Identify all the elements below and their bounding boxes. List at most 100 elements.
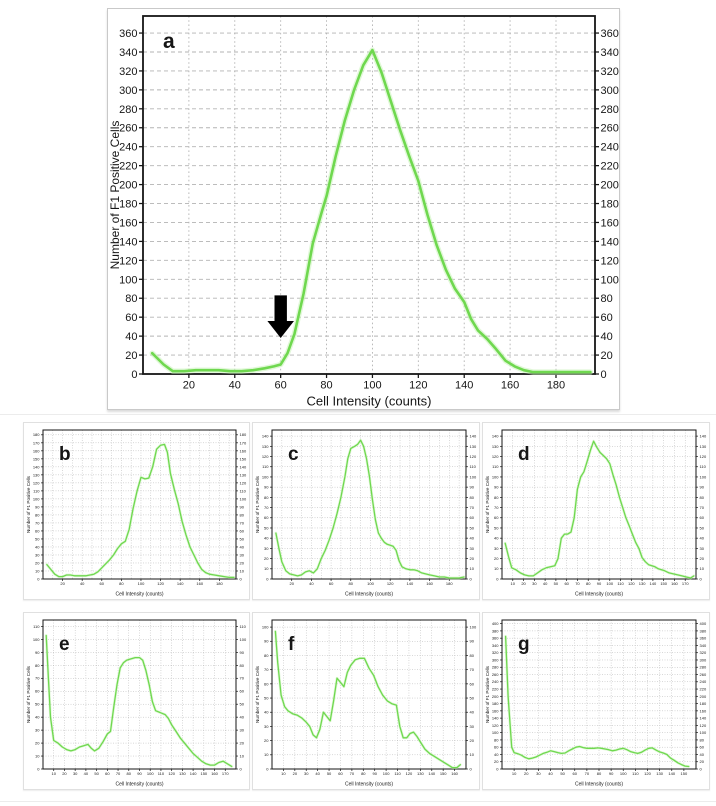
y-tick-label-right: 160 [240, 448, 247, 453]
y-tick-label-right: 120 [470, 454, 477, 459]
y-tick-label-left: 0 [131, 369, 137, 381]
panel-letter: c [288, 444, 299, 465]
x-tick-label: 50 [327, 771, 332, 776]
y-tick-label-left: 10 [494, 566, 499, 571]
y-tick-label-left: 340 [492, 643, 499, 648]
x-tick-label: 160 [451, 771, 458, 776]
x-tick-label: 40 [315, 771, 320, 776]
y-tick-label-left: 90 [35, 650, 40, 655]
x-tick-label: 60 [564, 581, 569, 586]
x-tick-label: 100 [620, 771, 627, 776]
y-tick-label-right: 80 [240, 663, 245, 668]
plot-border [42, 619, 237, 770]
y-tick-label-left: 40 [35, 544, 40, 549]
data-line [46, 443, 235, 579]
x-tick-label: 50 [560, 771, 565, 776]
y-tick-label-left: 90 [494, 485, 499, 490]
y-axis-title: Number of F1 Positive Cells [26, 665, 31, 723]
x-tick-label: 140 [650, 581, 657, 586]
x-tick-label: 20 [62, 771, 67, 776]
y-tick-label-left: 30 [494, 546, 499, 551]
y-tick-label-left: 360 [119, 28, 137, 40]
y-tick-label-right: 0 [240, 766, 243, 771]
data-line [275, 439, 465, 579]
y-tick-label-left: 300 [119, 85, 137, 97]
y-tick-label-left: 20 [264, 738, 269, 743]
y-tick-label-right: 90 [240, 650, 245, 655]
chart-svg-b: 20 40 60 80 100 120 140 160 180 0 0 10 10 20 20 30 30 40 4… [26, 429, 247, 598]
x-tick-label: 40 [229, 379, 241, 391]
y-tick-label-left: 160 [492, 708, 499, 713]
x-tick-label: 160 [196, 581, 203, 586]
y-tick-label-left: 80 [264, 495, 269, 500]
y-tick-label-left: 100 [492, 474, 499, 479]
y-tick-label-right: 220 [601, 161, 619, 173]
x-tick-label: 50 [94, 771, 99, 776]
x-tick-label: 90 [137, 771, 142, 776]
row-divider [0, 414, 716, 415]
y-tick-label-left: 50 [264, 525, 269, 530]
y-tick-label-right: 90 [470, 485, 475, 490]
x-tick-label: 120 [406, 771, 413, 776]
x-tick-label: 30 [532, 581, 537, 586]
data-line-glow [504, 635, 691, 768]
y-tick-label-right: 120 [700, 723, 707, 728]
y-axis-title: Number of F1 Positive Cells [255, 475, 260, 533]
y-tick-label-left: 30 [264, 546, 269, 551]
x-tick-label: 40 [309, 581, 314, 586]
x-tick-label: 60 [573, 771, 578, 776]
y-tick-label-right: 20 [700, 759, 705, 764]
y-tick-label-right: 50 [700, 525, 705, 530]
x-tick-label: 150 [200, 771, 207, 776]
y-tick-label-left: 70 [264, 505, 269, 510]
y-tick-label-right: 240 [700, 679, 707, 684]
y-tick-label-left: 50 [35, 702, 40, 707]
y-tick-label-left: 140 [33, 464, 40, 469]
x-tick-label: 180 [547, 379, 565, 391]
y-tick-label-left: 360 [492, 636, 499, 641]
y-tick-label-right: 130 [700, 444, 707, 449]
plot-border [501, 619, 697, 770]
y-tick-label-left: 0 [496, 766, 499, 771]
data-line-glow [274, 438, 466, 580]
y-tick-label-right: 120 [700, 454, 707, 459]
y-tick-label-right: 0 [700, 766, 703, 771]
y-tick-label-left: 0 [266, 766, 269, 771]
x-tick-label: 140 [428, 771, 435, 776]
panel-g: 10 20 30 40 50 60 70 80 90 100 110 120 130 140 150 0 0 20… [482, 612, 710, 790]
y-tick-label-right: 60 [240, 689, 245, 694]
x-tick-label: 80 [320, 379, 332, 391]
y-tick-label-left: 30 [264, 724, 269, 729]
x-tick-label: 120 [157, 581, 164, 586]
x-tick-label: 80 [361, 771, 366, 776]
y-tick-label-right: 340 [601, 47, 619, 59]
y-tick-label-right: 300 [601, 85, 619, 97]
chart-svg-e: 10 20 30 40 50 60 70 80 90 100 110 120 130 140 150 160 1… [26, 619, 247, 788]
y-tick-label-left: 120 [492, 723, 499, 728]
x-tick-label: 100 [363, 379, 381, 391]
y-tick-label-right: 100 [240, 637, 247, 642]
plot-border [142, 15, 596, 375]
figure-bottom-edge [0, 801, 716, 802]
y-tick-label-right: 40 [601, 331, 613, 343]
chart-svg-d: 10 20 30 40 50 60 70 80 90 100 110 120 130 140 150 160 1… [485, 429, 707, 598]
y-tick-label-left: 60 [125, 312, 137, 324]
y-tick-label-right: 10 [700, 566, 705, 571]
panel-e: 10 20 30 40 50 60 70 80 90 100 110 120 130 140 150 160 1… [23, 612, 250, 790]
y-tick-label-left: 40 [264, 536, 269, 541]
y-tick-label-left: 110 [262, 464, 269, 469]
y-tick-label-left: 280 [119, 104, 137, 116]
y-tick-label-right: 60 [470, 681, 475, 686]
y-tick-label-right: 90 [700, 485, 705, 490]
y-tick-label-right: 360 [700, 636, 707, 641]
x-tick-label: 90 [597, 581, 602, 586]
x-tick-label: 160 [501, 379, 519, 391]
y-tick-label-right: 180 [700, 701, 707, 706]
x-tick-label: 90 [372, 771, 377, 776]
y-tick-label-right: 220 [700, 686, 707, 691]
x-tick-label: 120 [409, 379, 427, 391]
y-tick-label-right: 50 [470, 525, 475, 530]
y-tick-label-right: 10 [240, 568, 245, 573]
data-line-glow [503, 439, 696, 580]
x-tick-label: 130 [656, 771, 663, 776]
